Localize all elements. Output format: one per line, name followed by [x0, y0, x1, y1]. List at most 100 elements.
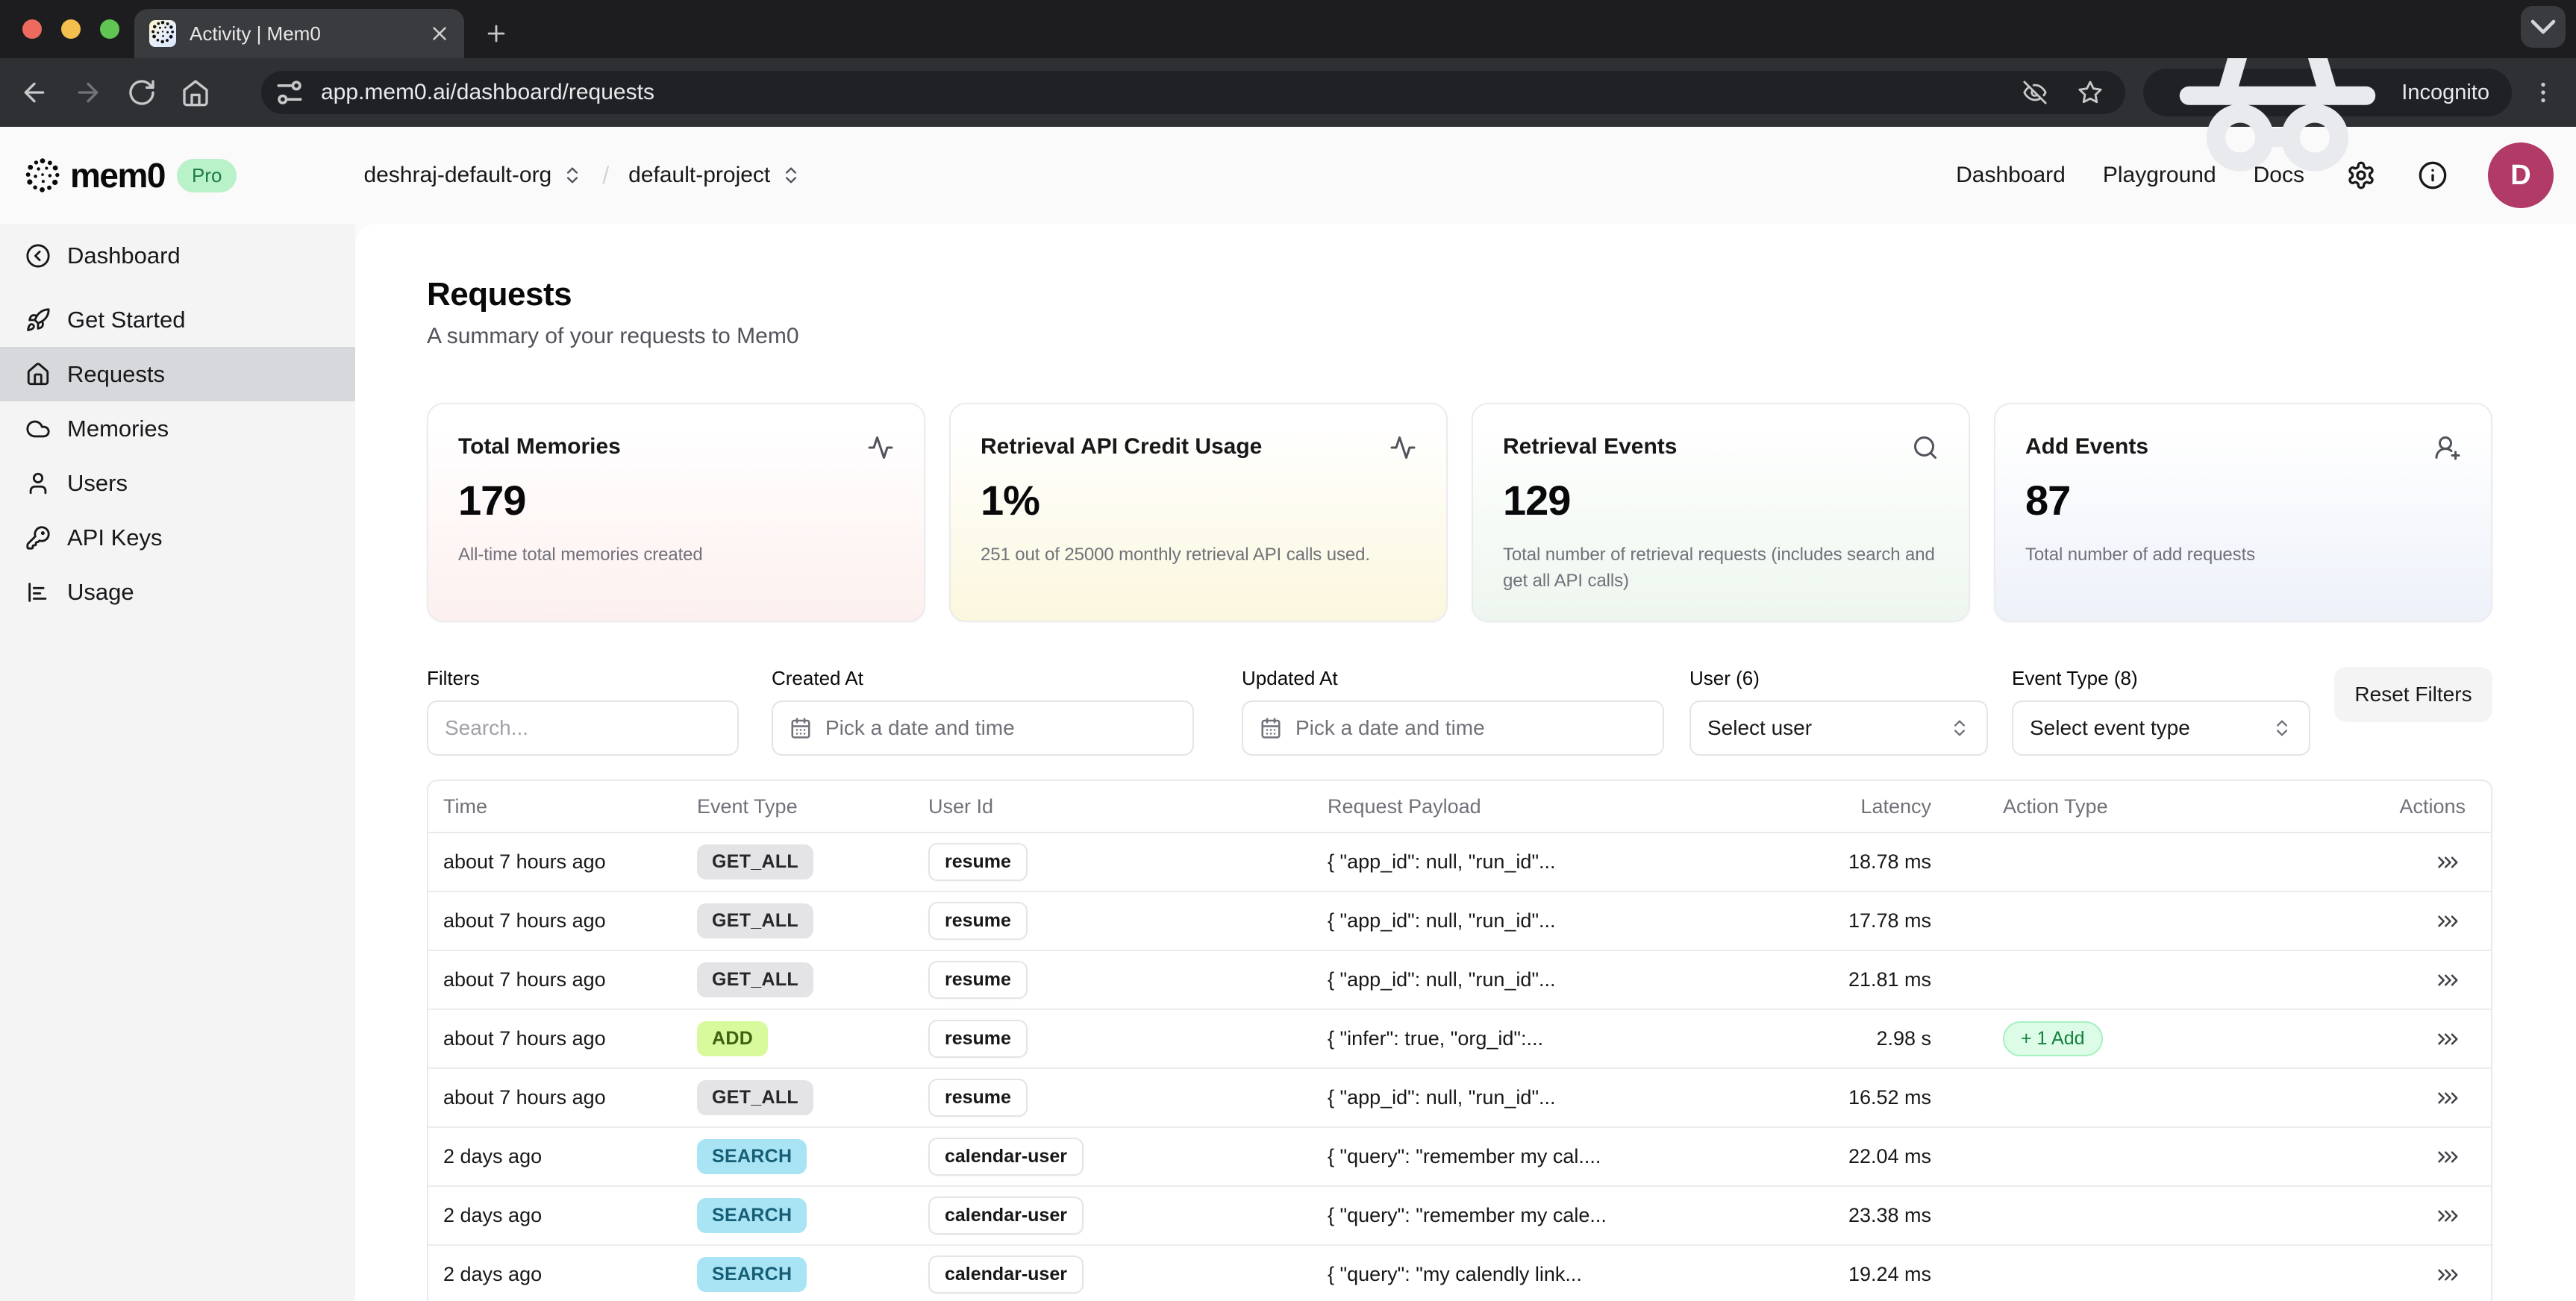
table-row[interactable]: 2 days ago SEARCH calendar-user { "query… — [428, 1187, 2491, 1246]
user-icon — [25, 471, 51, 496]
filters-label: Filters — [427, 667, 480, 689]
zoom-window-button[interactable] — [100, 19, 119, 39]
row-expand-chevrons-icon[interactable] — [2431, 1087, 2466, 1109]
brand-name: mem0 — [70, 156, 166, 195]
nav-docs[interactable]: Docs — [2253, 163, 2304, 187]
top-nav: Dashboard Playground Docs D — [1919, 142, 2554, 208]
url-text[interactable]: app.mem0.ai/dashboard/requests — [321, 80, 654, 104]
table-row[interactable]: 2 days ago SEARCH calendar-user { "query… — [428, 1128, 2491, 1187]
event-type-badge: SEARCH — [697, 1257, 807, 1292]
row-expand-chevrons-icon[interactable] — [2431, 1146, 2466, 1168]
user-id-badge[interactable]: resume — [928, 961, 1028, 999]
stat-card-title: Retrieval API Credit Usage — [981, 434, 1263, 459]
close-window-button[interactable] — [22, 19, 42, 39]
user-id-badge[interactable]: resume — [928, 902, 1028, 940]
incognito-badge: Incognito — [2143, 25, 2512, 171]
tab-strip: Activity | Mem0 — [0, 0, 2576, 58]
sidebar-item-usage[interactable]: Usage — [0, 565, 355, 619]
row-latency: 2.98 s — [1876, 1027, 1931, 1050]
mem0-app: mem0 Pro deshraj-default-org / default-p… — [0, 127, 2576, 1301]
table-row[interactable]: 2 days ago SEARCH calendar-user { "query… — [428, 1246, 2491, 1301]
tab-search-chevron-button[interactable] — [2521, 6, 2566, 48]
user-id-badge[interactable]: calendar-user — [928, 1138, 1084, 1176]
row-expand-chevrons-icon[interactable] — [2431, 1028, 2466, 1050]
info-icon[interactable] — [2418, 160, 2448, 190]
org-switcher[interactable]: deshraj-default-org — [363, 163, 583, 188]
table-header: Time Event Type User Id Request Payload … — [428, 781, 2491, 833]
stat-card-description: All-time total memories created — [458, 545, 703, 565]
table-row[interactable]: about 7 hours ago GET_ALL resume { "app_… — [428, 951, 2491, 1010]
chevrons-up-down-icon — [2272, 718, 2292, 739]
table-row[interactable]: about 7 hours ago ADD resume { "infer": … — [428, 1010, 2491, 1069]
nav-playground[interactable]: Playground — [2102, 163, 2216, 187]
row-payload: { "app_id": null, "run_id"... — [1328, 1086, 1556, 1109]
user-id-badge[interactable]: calendar-user — [928, 1255, 1084, 1294]
user-id-badge[interactable]: resume — [928, 843, 1028, 881]
table-row[interactable]: about 7 hours ago GET_ALL resume { "app_… — [428, 1069, 2491, 1128]
new-tab-button[interactable] — [484, 21, 509, 46]
row-payload: { "query": "remember my cale... — [1328, 1204, 1607, 1226]
nav-dashboard[interactable]: Dashboard — [1956, 163, 2066, 187]
row-time: 2 days ago — [443, 1263, 543, 1285]
table-row[interactable]: about 7 hours ago GET_ALL resume { "app_… — [428, 892, 2491, 951]
activity-icon — [867, 434, 894, 461]
updated-at-picker[interactable]: Pick a date and time — [1242, 700, 1664, 756]
event-type-badge: GET_ALL — [697, 962, 813, 997]
bookmark-star-icon[interactable] — [2078, 80, 2103, 105]
site-settings-icon[interactable] — [273, 76, 306, 109]
breadcrumb: deshraj-default-org / default-project — [363, 162, 801, 189]
col-action-type: Action Type — [2003, 794, 2108, 818]
user-select[interactable]: Select user — [1689, 700, 1988, 756]
reset-filters-button[interactable]: Reset Filters — [2334, 667, 2492, 722]
user-id-badge[interactable]: resume — [928, 1020, 1028, 1058]
user-avatar[interactable]: D — [2488, 142, 2554, 208]
row-latency: 22.04 ms — [1848, 1145, 1931, 1167]
row-expand-chevrons-icon[interactable] — [2431, 1205, 2466, 1227]
stat-card-value: 129 — [1503, 477, 1571, 524]
rocket-icon — [25, 307, 51, 333]
home-button[interactable] — [181, 78, 210, 107]
browser-menu-button[interactable] — [2530, 79, 2557, 106]
user-id-badge[interactable]: resume — [928, 1079, 1028, 1117]
stat-card: Retrieval Events 129 Total number of ret… — [1472, 403, 1970, 622]
row-latency: 17.78 ms — [1848, 909, 1931, 932]
sidebar-item-label: Requests — [67, 360, 165, 387]
updated-at-placeholder: Pick a date and time — [1295, 716, 1485, 739]
browser-tab[interactable]: Activity | Mem0 — [134, 9, 464, 58]
stat-card-value: 179 — [458, 477, 526, 524]
sidebar-item-requests[interactable]: Requests — [0, 347, 355, 401]
tab-close-icon[interactable] — [428, 22, 451, 45]
user-id-badge[interactable]: calendar-user — [928, 1197, 1084, 1235]
requests-table: Time Event Type User Id Request Payload … — [427, 780, 2492, 1301]
row-expand-chevrons-icon[interactable] — [2431, 910, 2466, 932]
created-at-placeholder: Pick a date and time — [825, 716, 1015, 739]
sidebar-item-label: Get Started — [67, 306, 186, 333]
minimize-window-button[interactable] — [61, 19, 81, 39]
action-add-badge: + 1 Add — [2003, 1021, 2103, 1056]
row-expand-chevrons-icon[interactable] — [2431, 1264, 2466, 1286]
row-expand-chevrons-icon[interactable] — [2431, 851, 2466, 874]
back-button[interactable] — [19, 78, 49, 107]
chevrons-up-down-icon — [781, 165, 801, 186]
table-row[interactable]: about 7 hours ago GET_ALL resume { "app_… — [428, 833, 2491, 892]
sidebar-item-memories[interactable]: Memories — [0, 401, 355, 456]
reload-button[interactable] — [127, 78, 157, 107]
stat-cards: Total Memories 179 All-time total memori… — [427, 403, 2492, 622]
address-bar[interactable]: app.mem0.ai/dashboard/requests — [261, 71, 2126, 114]
sidebar-item-api-keys[interactable]: API Keys — [0, 510, 355, 565]
password-eye-off-icon[interactable] — [2022, 80, 2048, 105]
created-at-picker[interactable]: Pick a date and time — [772, 700, 1194, 756]
sidebar-item-dashboard[interactable]: Dashboard — [0, 228, 355, 283]
forward-button[interactable] — [73, 78, 103, 107]
sidebar-item-users[interactable]: Users — [0, 456, 355, 510]
row-time: about 7 hours ago — [443, 1027, 606, 1050]
search-input[interactable] — [445, 716, 721, 740]
mem0-logo[interactable]: mem0 Pro — [22, 155, 237, 195]
event-type-badge: GET_ALL — [697, 903, 813, 938]
plan-badge: Pro — [176, 158, 237, 192]
sidebar-item-get-started[interactable]: Get Started — [0, 292, 355, 347]
event-type-select[interactable]: Select event type — [2012, 700, 2310, 756]
project-switcher[interactable]: default-project — [628, 163, 801, 188]
row-expand-chevrons-icon[interactable] — [2431, 969, 2466, 991]
settings-gear-icon[interactable] — [2346, 160, 2376, 190]
